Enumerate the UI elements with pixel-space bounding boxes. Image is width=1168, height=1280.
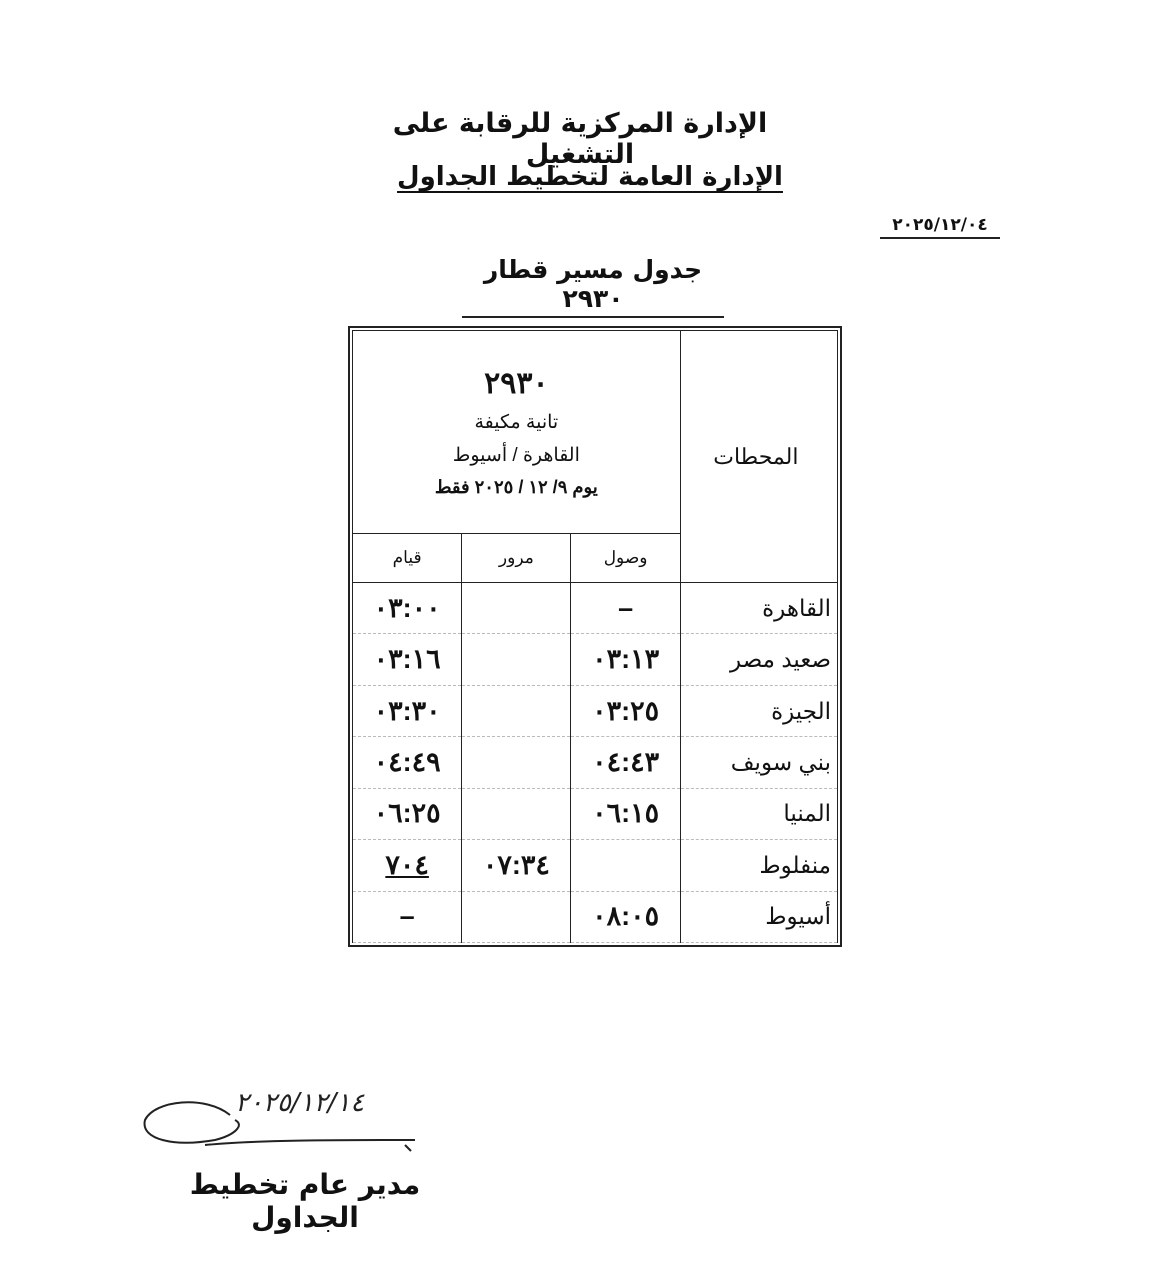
table-row: المنيا ٠٦:١٥ ٠٦:٢٥ [351,787,839,841]
cell-station: صعيد مصر [679,633,839,686]
cell-station: منفلوط [679,839,839,892]
column-header-arrival: وصول [570,532,681,584]
cell-departure: ٠٣:٠٠ [351,582,463,635]
schedule-table: المحطات ٢٩٣٠ تانية مكيفة القاهرة / أسيوط… [351,329,839,944]
cell-departure: ٠٦:٢٥ [351,787,463,841]
cell-arrival: ٠٨:٠٥ [570,890,681,944]
table-row: القاهرة – ٠٣:٠٠ [351,582,839,635]
column-header-departure: قيام [351,532,463,584]
cell-arrival: ٠٣:١٣ [570,633,681,686]
document-title: جدول مسير قطار ٢٩٣٠ [462,255,724,318]
table-row: صعيد مصر ٠٣:١٣ ٠٣:١٦ [351,633,839,686]
cell-station: المنيا [679,787,839,841]
cell-departure: ٠٣:٣٠ [351,684,463,738]
train-route: القاهرة / أسيوط [452,444,580,466]
cell-pass [461,582,572,635]
train-class: تانية مكيفة [474,411,559,433]
cell-pass: ٠٧:٣٤ [461,839,572,892]
cell-departure: ٠٣:١٦ [351,633,463,686]
stations-header: المحطات [679,329,839,584]
cell-departure: ٠٤:٤٩ [351,736,463,789]
schedule-table-frame: المحطات ٢٩٣٠ تانية مكيفة القاهرة / أسيوط… [348,326,842,947]
document-date: ٢٠٢٥/١٢/٠٤ [880,215,1000,239]
column-header-pass: مرور [461,532,572,584]
cell-pass [461,787,572,841]
table-row: بني سويف ٠٤:٤٣ ٠٤:٤٩ [351,736,839,789]
cell-arrival: ٠٣:٢٥ [570,684,681,738]
cell-arrival [570,839,681,892]
train-validity: يوم ٩/ ١٢ / ٢٠٢٥ فقط [434,476,598,497]
cell-pass [461,736,572,789]
signatory-title: مدير عام تخطيط الجداول [189,1168,421,1234]
handwritten-date: ٢٠٢٥/١٢/١٤ [235,1088,365,1118]
cell-pass [461,684,572,738]
cell-station: الجيزة [679,684,839,738]
cell-arrival: ٠٤:٤٣ [570,736,681,789]
cell-pass [461,633,572,686]
handwritten-signature [143,1101,416,1152]
table-row: الجيزة ٠٣:٢٥ ٠٣:٣٠ [351,684,839,738]
cell-station: أسيوط [679,890,839,944]
cell-pass [461,890,572,944]
table-row: أسيوط ٠٨:٠٥ – [351,890,839,944]
corrected-departure: ٧٠٤ [385,849,429,880]
cell-departure: ٧٠٤ [351,839,463,892]
cell-station: بني سويف [679,736,839,789]
org-name: الإدارة المركزية للرقابة على التشغيل [392,108,768,170]
cell-departure: – [351,890,463,944]
table-row: منفلوط ٠٧:٣٤ ٧٠٤ [351,839,839,892]
train-number: ٢٩٣٠ [484,366,549,400]
train-info: ٢٩٣٠ تانية مكيفة القاهرة / أسيوط يوم ٩/ … [352,330,681,534]
cell-arrival: – [570,582,681,635]
cell-arrival: ٠٦:١٥ [570,787,681,841]
cell-station: القاهرة [679,582,839,635]
department-name-text: الإدارة العامة لتخطيط الجداول [397,162,783,192]
department-name: الإدارة العامة لتخطيط الجداول [380,162,800,192]
